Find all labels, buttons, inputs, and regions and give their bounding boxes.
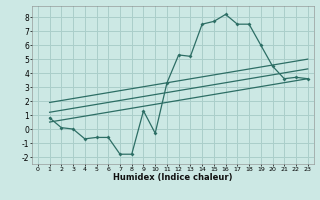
X-axis label: Humidex (Indice chaleur): Humidex (Indice chaleur) xyxy=(113,173,233,182)
